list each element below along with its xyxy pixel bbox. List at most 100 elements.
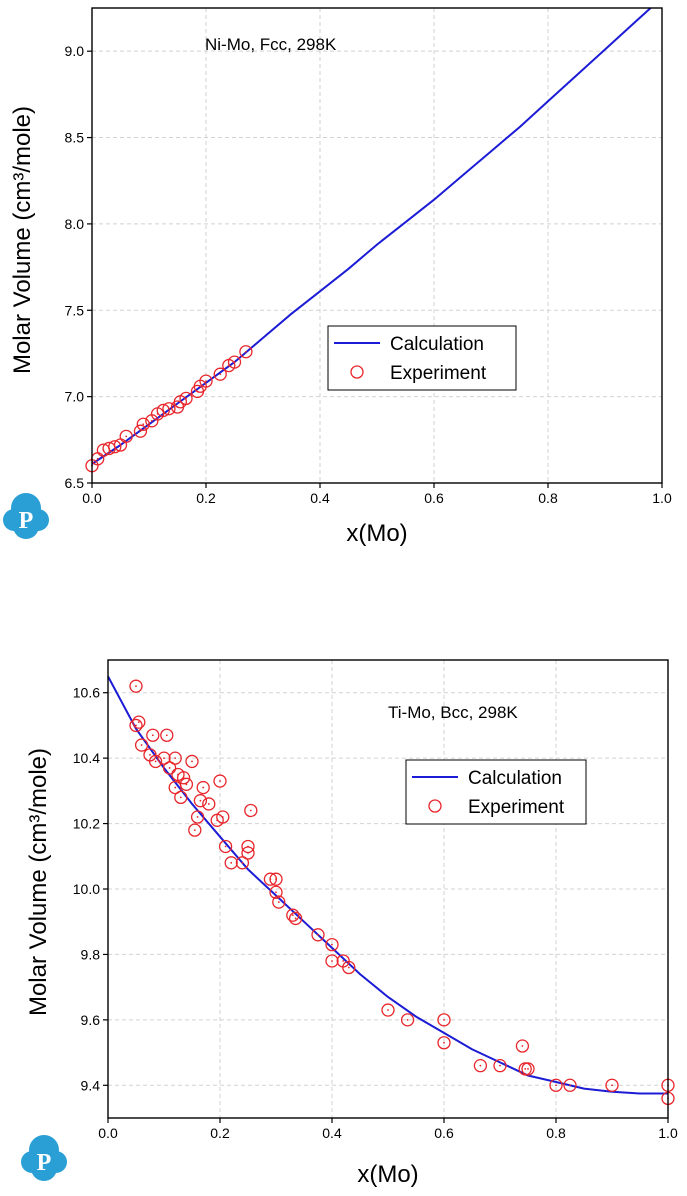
data-point-center — [569, 1084, 571, 1087]
chart-annotation: Ni-Mo, Fcc, 298K — [205, 35, 337, 54]
data-point-center — [275, 878, 277, 881]
data-point-experiment — [288, 911, 303, 926]
series-line-calculation — [91, 7, 652, 465]
data-point-experiment — [244, 803, 258, 818]
data-point-center — [142, 423, 145, 426]
legend-marker-swatch — [428, 799, 442, 813]
data-point-center — [275, 891, 277, 894]
data-point-experiment — [227, 355, 242, 369]
cloud-logo-icon: P — [21, 1135, 67, 1181]
data-point-experiment — [325, 937, 339, 952]
data-point-center — [524, 1068, 527, 1070]
legend-marker-swatch — [350, 365, 364, 379]
data-point-experiment — [168, 751, 182, 765]
svg-text:P: P — [37, 1150, 52, 1176]
data-point-experiment — [162, 402, 176, 416]
data-point-experiment — [133, 424, 148, 438]
data-point-center — [179, 796, 182, 799]
data-point-center — [387, 1009, 389, 1011]
data-point-center — [555, 1084, 557, 1087]
data-point-experiment — [224, 856, 238, 870]
y-tick-label: 10.4 — [73, 750, 100, 766]
x-tick-label: 0.4 — [310, 490, 330, 506]
data-point-center — [135, 724, 137, 727]
data-point-experiment — [515, 1039, 530, 1053]
x-tick-label: 0.8 — [546, 1125, 566, 1141]
data-point-experiment — [563, 1078, 577, 1092]
data-point-experiment — [286, 908, 300, 922]
data-point-center — [163, 757, 165, 760]
x-axis-label: x(Mo) — [346, 520, 407, 547]
data-point-center — [168, 407, 170, 410]
x-tick-label: 1.0 — [658, 1125, 678, 1141]
data-point-center — [233, 361, 236, 363]
data-point-experiment — [108, 440, 122, 454]
data-point-center — [331, 960, 333, 962]
data-point-center — [611, 1084, 613, 1087]
svg-text:P: P — [19, 508, 34, 534]
data-point-center — [154, 760, 157, 763]
x-tick-label: 0.4 — [322, 1125, 342, 1141]
x-axis-label: x(Mo) — [357, 1161, 418, 1188]
data-point-experiment — [199, 374, 213, 388]
legend: Calculation Experiment — [405, 759, 587, 825]
data-point-center — [165, 734, 168, 737]
y-axis-label: Molar Volume (cm³/mole) — [9, 106, 36, 374]
data-point-center — [406, 1018, 409, 1021]
data-point-center — [119, 444, 122, 446]
x-tick-label: 0.0 — [98, 1125, 118, 1141]
data-point-center — [443, 1018, 445, 1021]
data-point-center — [219, 780, 221, 782]
data-point-center — [191, 760, 193, 763]
data-point-center — [443, 1041, 445, 1044]
data-point-center — [294, 917, 297, 920]
x-tick-label: 0.2 — [210, 1125, 230, 1141]
legend-item-experiment: Experiment — [468, 797, 565, 818]
data-point-center — [205, 380, 207, 382]
x-tick-label: 0.6 — [434, 1125, 454, 1141]
data-point-experiment — [311, 928, 325, 942]
chart-annotation: Ti-Mo, Bcc, 298K — [388, 703, 518, 722]
data-point-center — [342, 960, 345, 962]
data-point-experiment — [216, 810, 230, 824]
x-tick-label: 0.0 — [82, 490, 102, 506]
data-point-experiment — [188, 823, 202, 837]
data-point-center — [196, 816, 199, 818]
data-point-center — [137, 721, 140, 724]
data-point-experiment — [605, 1078, 619, 1092]
data-point-experiment — [157, 751, 171, 765]
data-point-experiment — [136, 417, 150, 431]
data-point-center — [245, 350, 247, 353]
data-point-experiment — [202, 797, 216, 811]
data-point-center — [202, 786, 205, 789]
data-point-experiment — [156, 403, 170, 418]
data-point-experiment — [213, 367, 227, 381]
data-point-center — [199, 799, 202, 802]
data-point-center — [96, 457, 99, 460]
data-point-experiment — [179, 391, 193, 406]
data-point-experiment — [473, 1059, 488, 1073]
chart-ti-mo: 0.0 0.2 0.4 0.6 0.8 1.0 9.4 9.6 9.8 10.0 10.2 10.4 1… — [25, 659, 678, 1188]
data-point-experiment — [174, 790, 188, 805]
data-point-center — [499, 1064, 501, 1067]
data-point-experiment — [269, 885, 283, 899]
cloud-logo-icon: P — [3, 493, 49, 539]
y-tick-label: 6.5 — [65, 475, 85, 491]
data-point-experiment — [437, 1036, 451, 1050]
data-point-experiment — [549, 1078, 563, 1092]
y-tick-label: 9.8 — [81, 946, 101, 962]
data-point-center — [230, 861, 233, 864]
series-line-calculation — [107, 675, 668, 1095]
data-point-experiment — [325, 954, 339, 968]
data-point-experiment — [129, 718, 143, 733]
legend-item-experiment: Experiment — [390, 363, 487, 384]
data-point-center — [347, 966, 350, 969]
x-tick-label: 0.8 — [538, 490, 558, 506]
data-point-center — [249, 809, 252, 812]
data-point-experiment — [196, 780, 210, 795]
legend: Calculation Experiment — [327, 325, 517, 391]
data-point-experiment — [179, 777, 194, 791]
data-point-experiment — [213, 774, 227, 788]
data-point-center — [140, 744, 143, 746]
